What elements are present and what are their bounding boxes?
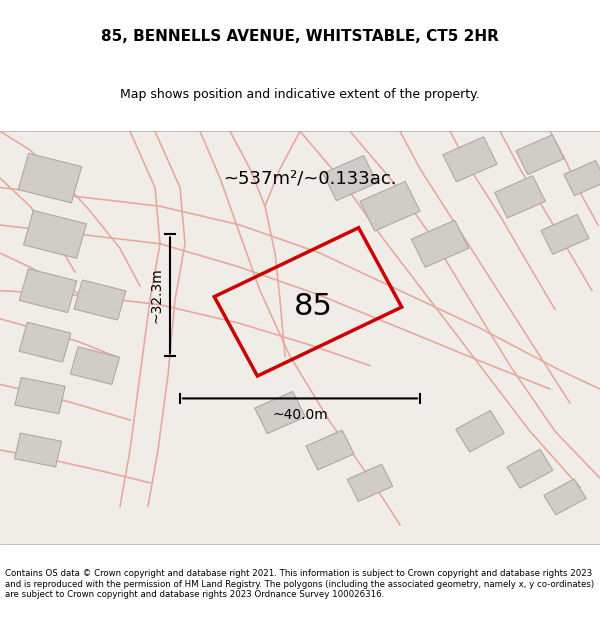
Polygon shape — [507, 449, 553, 488]
Polygon shape — [323, 156, 377, 201]
Polygon shape — [516, 135, 564, 174]
Polygon shape — [19, 322, 71, 362]
Polygon shape — [74, 280, 126, 320]
Polygon shape — [14, 433, 61, 467]
Polygon shape — [544, 479, 586, 515]
Polygon shape — [23, 211, 86, 258]
Polygon shape — [541, 214, 589, 254]
Polygon shape — [347, 464, 393, 501]
Polygon shape — [564, 161, 600, 196]
Polygon shape — [306, 430, 354, 470]
Text: Contains OS data © Crown copyright and database right 2021. This information is : Contains OS data © Crown copyright and d… — [5, 569, 595, 599]
Text: 85, BENNELLS AVENUE, WHITSTABLE, CT5 2HR: 85, BENNELLS AVENUE, WHITSTABLE, CT5 2HR — [101, 29, 499, 44]
Text: Map shows position and indicative extent of the property.: Map shows position and indicative extent… — [120, 88, 480, 101]
Polygon shape — [360, 181, 420, 231]
Polygon shape — [15, 378, 65, 414]
Text: ~40.0m: ~40.0m — [272, 408, 328, 422]
Polygon shape — [18, 153, 82, 203]
Polygon shape — [494, 176, 545, 218]
Polygon shape — [70, 347, 119, 384]
Polygon shape — [19, 269, 77, 312]
Text: ~537m²/~0.133ac.: ~537m²/~0.133ac. — [223, 169, 397, 187]
Polygon shape — [443, 137, 497, 182]
Text: ~32.3m: ~32.3m — [149, 268, 163, 323]
Polygon shape — [254, 391, 305, 434]
Text: 85: 85 — [293, 292, 332, 321]
Polygon shape — [411, 220, 469, 268]
Polygon shape — [455, 411, 505, 452]
